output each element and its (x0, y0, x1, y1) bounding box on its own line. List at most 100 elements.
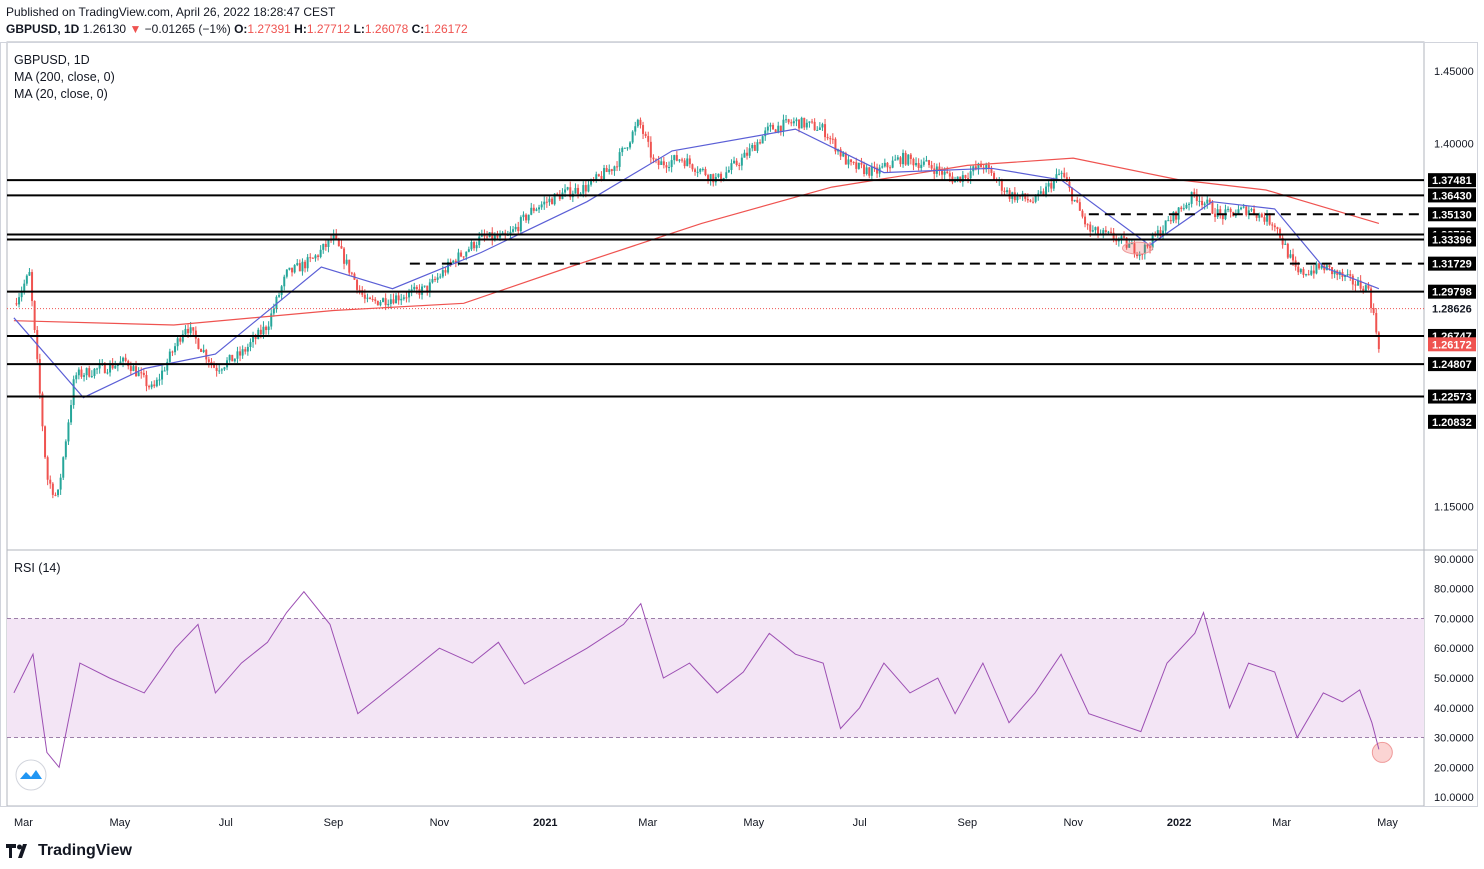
candle-body (1055, 174, 1058, 180)
candle-body (870, 166, 873, 176)
candle-body (356, 279, 359, 290)
candle-body (634, 126, 637, 132)
candle-body (1060, 172, 1063, 174)
candle-body (993, 172, 996, 180)
candle-body (129, 366, 132, 371)
candle-body (922, 161, 925, 165)
level-label-1: 1.36430 (1432, 190, 1472, 202)
candle-body (434, 279, 437, 281)
candle-body (1268, 214, 1271, 225)
candle-body (766, 126, 769, 131)
candle-body (317, 255, 320, 257)
candle-body (119, 361, 122, 364)
candle-body (631, 131, 634, 143)
candle-body (582, 185, 585, 194)
extra-label-1: 1.28626 (1432, 304, 1472, 316)
candle-body (288, 267, 291, 270)
candle-body (348, 259, 351, 273)
candle-body (1102, 230, 1105, 234)
candle-body (756, 142, 759, 151)
candle-body (662, 161, 665, 166)
candle-body (38, 359, 41, 394)
candle-body (1190, 192, 1193, 204)
candle-body (1354, 284, 1357, 286)
candle-body (218, 370, 221, 372)
candles (15, 114, 1380, 499)
candle-body (647, 135, 650, 142)
candle-body (20, 290, 23, 298)
candle-body (813, 121, 816, 131)
candle-body (774, 129, 777, 133)
candle-body (140, 372, 143, 374)
candle-body (41, 393, 44, 427)
candle-body (1333, 270, 1336, 275)
candle-body (779, 125, 782, 132)
candle-body (792, 121, 795, 124)
candle-body (465, 251, 468, 257)
candle-body (1328, 265, 1331, 268)
candle-body (709, 174, 712, 181)
candle-body (569, 187, 572, 198)
candle-body (805, 122, 808, 128)
candle-body (296, 263, 299, 266)
candle-body (590, 179, 593, 185)
candle-body (1052, 179, 1055, 189)
candle-body (891, 160, 894, 168)
candle-body (1250, 209, 1253, 211)
candle-body (75, 375, 78, 380)
candle-body (564, 189, 567, 193)
candle-body (486, 236, 489, 238)
candle-body (967, 177, 970, 179)
candle-body (1227, 208, 1230, 210)
candle-body (1120, 236, 1123, 240)
candle-body (272, 308, 275, 314)
candle-body (759, 142, 762, 144)
candle-body (558, 194, 561, 200)
candle-body (475, 245, 478, 249)
candle-body (343, 248, 346, 264)
candle-body (181, 334, 184, 342)
candle-body (449, 261, 452, 264)
highlight-support-marker (1121, 241, 1153, 255)
candle-body (907, 154, 910, 165)
candle-body (829, 138, 832, 140)
candle-body (917, 163, 920, 168)
candle-body (717, 173, 720, 177)
candle-body (283, 276, 286, 287)
close-label: C: (411, 22, 425, 36)
candle-body (701, 168, 704, 170)
candle-body (493, 235, 496, 241)
candle-body (335, 234, 338, 239)
highlight-rsi-marker (1371, 741, 1393, 763)
price-tick-label-0: 1.45000 (1434, 66, 1474, 78)
candle-body (553, 193, 556, 205)
candle-body (176, 338, 179, 347)
candle-body (187, 328, 190, 334)
candle-body (626, 147, 629, 149)
candle-body (889, 167, 892, 169)
candle-body (106, 372, 109, 374)
candle-body (990, 168, 993, 173)
candle-body (556, 193, 559, 195)
candle-body (605, 168, 608, 172)
candle-body (1149, 246, 1152, 248)
candle-body (886, 162, 889, 168)
candle-body (1081, 210, 1084, 217)
candle-body (25, 275, 28, 284)
candle-body (548, 198, 551, 203)
candle-body (818, 127, 821, 130)
level-label-9-box (1428, 357, 1476, 372)
candle-body (23, 283, 26, 291)
candle-body (249, 342, 252, 347)
tradingview-brand: TradingView (6, 842, 132, 860)
candle-body (192, 327, 195, 331)
candle-body (1045, 186, 1048, 196)
level-label-6-box (1428, 256, 1476, 271)
candle-body (460, 252, 463, 257)
candle-body (1229, 208, 1232, 212)
candle-body (319, 249, 322, 257)
candle-body (1026, 198, 1029, 201)
candle-body (392, 299, 395, 304)
level-label-7-box (1428, 284, 1476, 299)
